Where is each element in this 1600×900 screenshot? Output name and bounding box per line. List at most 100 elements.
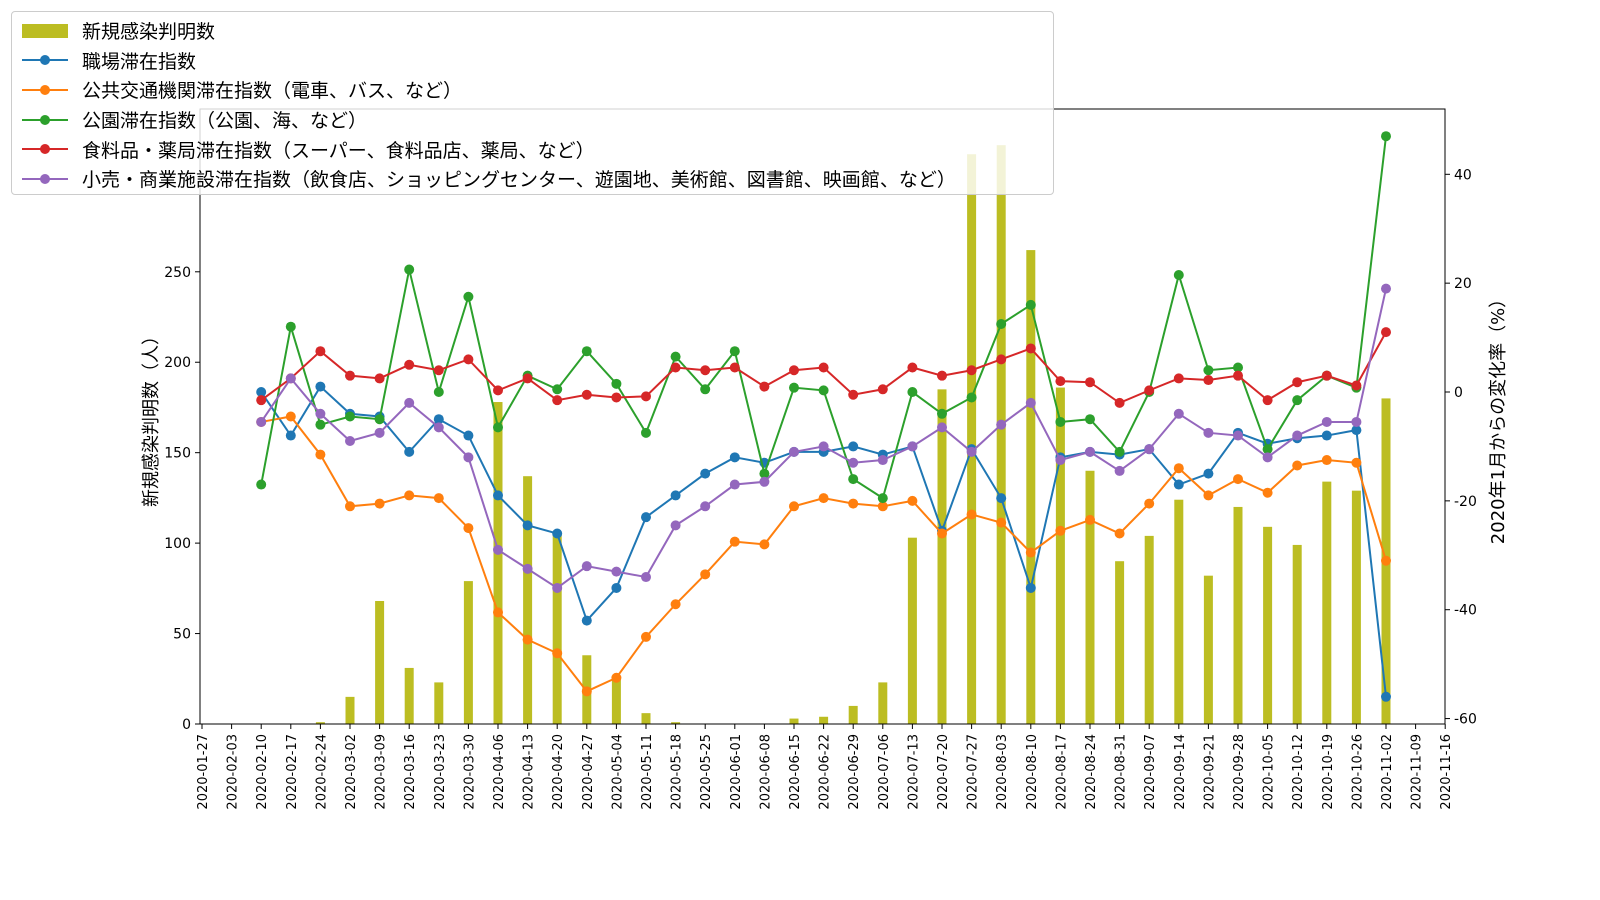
legend-label: 公共交通機関滞在指数（電車、バス、など） (82, 80, 463, 103)
bar (375, 601, 385, 724)
data-point (611, 582, 622, 593)
bar (789, 718, 799, 724)
bar (1174, 499, 1184, 724)
data-point (1351, 457, 1362, 468)
data-point (1025, 343, 1036, 354)
data-point (404, 264, 415, 275)
right-y-axis-label: 2020年1月からの変化率（%） (1488, 290, 1509, 544)
data-point (1085, 414, 1095, 425)
data-point (1351, 416, 1362, 427)
legend-swatch-line (22, 139, 68, 159)
x-tick-label: 2020-04-27 (581, 734, 596, 810)
data-point (996, 354, 1007, 365)
data-point (404, 490, 415, 501)
data-point (1262, 444, 1273, 455)
bar (345, 696, 355, 724)
data-point (433, 387, 444, 398)
data-point (1203, 375, 1214, 386)
data-point (996, 419, 1007, 430)
data-point (315, 449, 326, 460)
bar (967, 154, 977, 724)
bar (1203, 575, 1213, 724)
x-tick-label: 2020-02-03 (226, 734, 241, 810)
data-point (1381, 283, 1391, 294)
data-point (404, 446, 415, 457)
x-tick-label: 2020-11-09 (1410, 734, 1425, 810)
data-point (818, 441, 829, 452)
data-point (256, 479, 267, 490)
bar (552, 532, 562, 724)
data-point (611, 672, 622, 683)
y-tick-label: 0 (182, 717, 191, 733)
data-point (729, 536, 740, 547)
x-tick-label: 2020-03-30 (462, 734, 477, 810)
data-point (848, 441, 859, 452)
x-tick-label: 2020-04-13 (522, 734, 537, 810)
bar (937, 389, 947, 724)
x-tick-label: 2020-09-14 (1173, 734, 1188, 810)
x-tick-label: 2020-06-15 (788, 734, 803, 810)
data-point (729, 479, 740, 490)
data-point (670, 351, 681, 362)
data-point (374, 373, 385, 384)
legend: 新規感染判明数 職場滞在指数 公共交通機関滞在指数（電車、バス、など） 公園滞在… (11, 11, 1054, 195)
bar (493, 402, 503, 724)
bar (1233, 506, 1243, 724)
line-series (256, 411, 1391, 697)
data-point (1025, 547, 1036, 558)
data-point (966, 365, 977, 376)
x-tick-label: 2020-02-10 (255, 734, 270, 810)
y-tick-label: 100 (164, 536, 191, 552)
data-point (285, 411, 296, 422)
data-point (1025, 582, 1036, 593)
data-point (907, 495, 918, 506)
y2-tick-label: -40 (1454, 603, 1477, 619)
data-point (522, 563, 533, 574)
data-point (345, 370, 355, 381)
data-point (1233, 430, 1243, 441)
series-line (261, 415, 1387, 693)
legend-item-grocery: 食料品・薬局滞在指数（スーパー、食料品店、薬局、など） (22, 134, 1043, 164)
legend-label: 公園滞在指数（公園、海、など） (82, 110, 368, 133)
data-point (1292, 395, 1303, 406)
line-series (256, 283, 1391, 593)
data-point (877, 384, 888, 395)
data-point (463, 354, 474, 365)
line-series (256, 381, 1391, 702)
bar (523, 476, 533, 724)
x-tick-label: 2020-07-27 (966, 734, 981, 810)
data-point (433, 365, 444, 376)
data-point (1203, 365, 1214, 376)
x-tick-label: 2020-07-13 (906, 734, 921, 810)
data-point (493, 544, 503, 555)
x-tick-label: 2020-08-03 (995, 734, 1010, 810)
legend-label: 職場滞在指数 (82, 50, 197, 73)
x-tick-label: 2020-08-31 (1114, 734, 1129, 810)
data-point (1203, 427, 1214, 438)
x-tick-label: 2020-06-22 (818, 734, 833, 810)
data-point (1262, 487, 1273, 498)
data-point (1381, 555, 1391, 566)
y-tick-label: 200 (164, 355, 191, 371)
plot-frame (199, 108, 1446, 725)
data-point (789, 382, 799, 393)
data-point (522, 373, 533, 384)
data-point (1114, 465, 1125, 476)
data-point (1292, 460, 1303, 471)
data-point (463, 291, 474, 302)
data-point (404, 397, 415, 408)
data-point (1233, 474, 1243, 485)
x-tick-label: 2020-10-05 (1262, 734, 1277, 810)
data-point (996, 493, 1007, 504)
data-point (877, 493, 888, 504)
data-point (1173, 463, 1184, 474)
data-point (818, 493, 829, 504)
x-tick-label: 2020-09-07 (1143, 734, 1158, 810)
x-tick-label: 2020-11-02 (1380, 734, 1395, 810)
data-point (966, 509, 977, 520)
data-point (670, 490, 681, 501)
data-point (552, 384, 563, 395)
data-point (1114, 397, 1125, 408)
data-point (1025, 299, 1036, 310)
bar (1026, 250, 1036, 724)
